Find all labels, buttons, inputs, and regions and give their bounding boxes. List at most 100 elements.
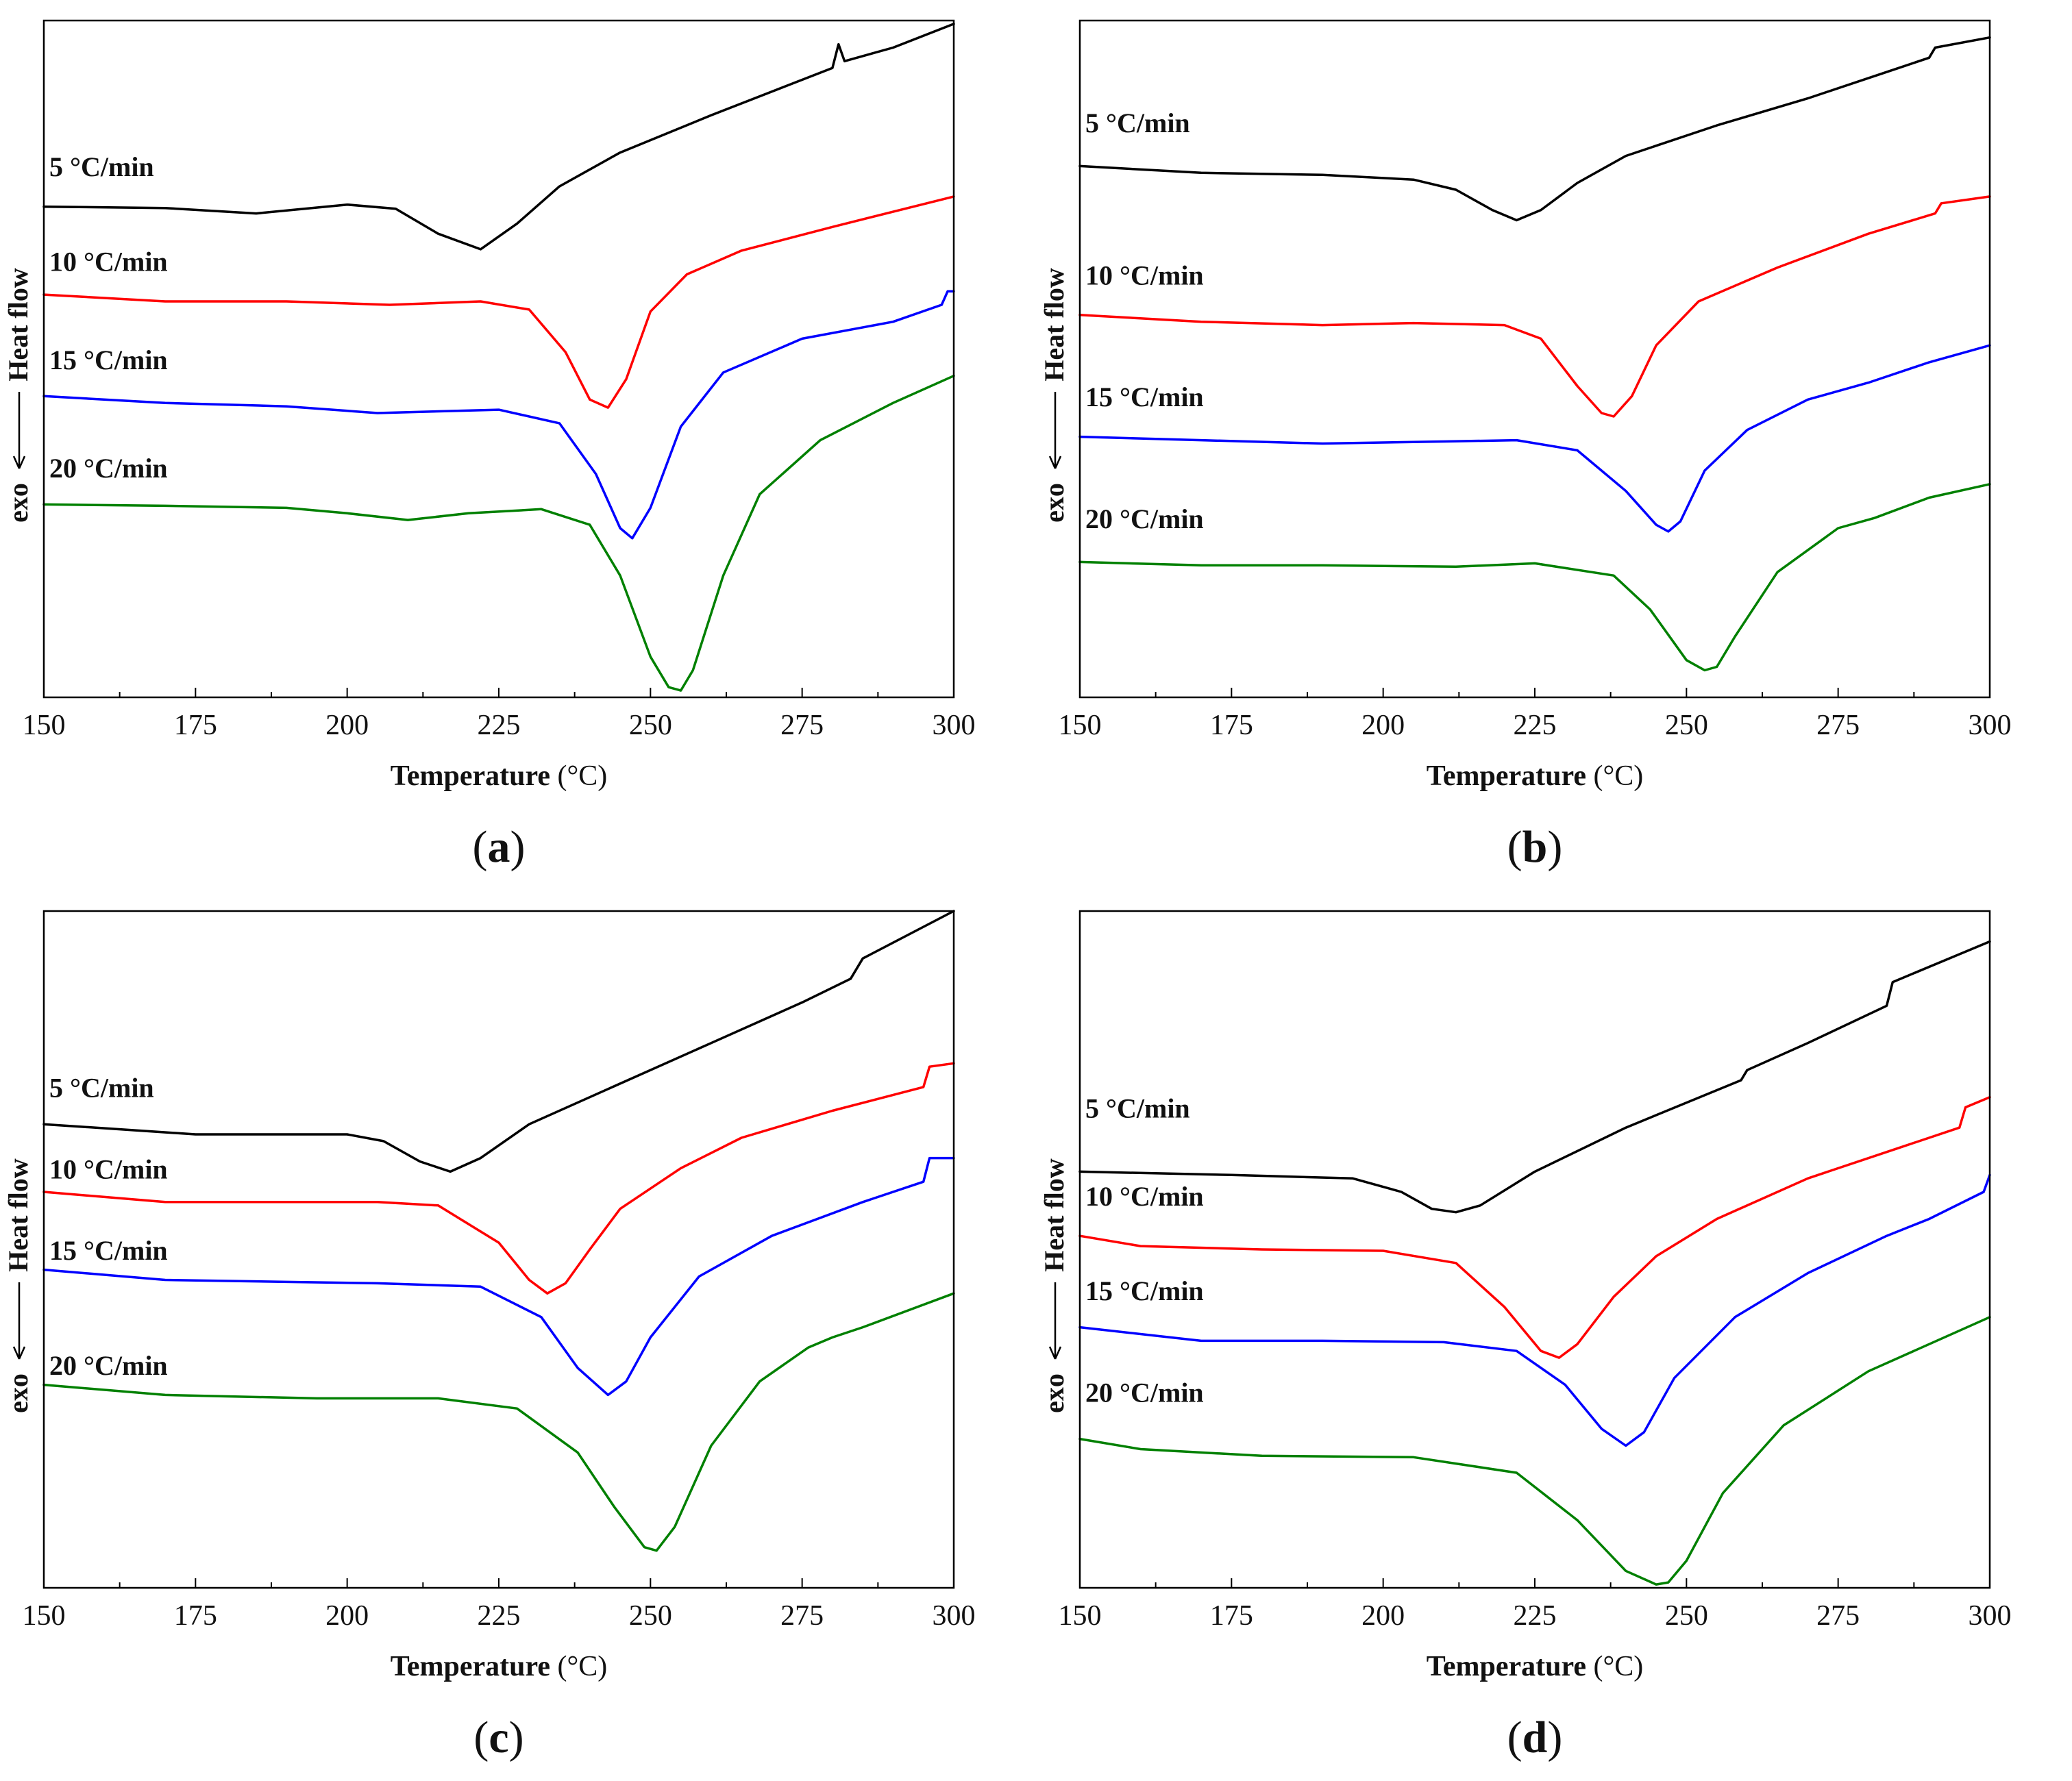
x-tick-label: 200: [1361, 1600, 1405, 1632]
series-line-0: [1078, 36, 1991, 222]
x-axis-title: Temperature (°C): [1427, 760, 1644, 792]
x-tick-label: 275: [780, 710, 824, 741]
series-label-3: 20 °C/min: [1085, 1377, 1204, 1408]
x-tick-label: 225: [478, 1600, 521, 1632]
y-axis-heat-flow-label: Heat flow: [1039, 268, 1070, 382]
series-line-3: [1078, 483, 1991, 672]
y-axis-exo-label: exo: [1039, 483, 1070, 523]
y-axis-arrow-icon: [12, 1282, 26, 1360]
series-label-0: 5 °C/min: [49, 1073, 154, 1104]
chart-svg: 5 °C/min 10 °C/min 15 °C/min 20 °C/min 150 17…: [3, 19, 976, 872]
x-tick-label: 200: [325, 1600, 369, 1632]
x-tick-label: 250: [1665, 710, 1708, 741]
chart-panel-d: 5 °C/min 10 °C/min 15 °C/min 20 °C/min 150 17…: [1036, 891, 2072, 1781]
series-line-2: [42, 290, 955, 540]
x-tick-label: 175: [1210, 710, 1253, 741]
series-label-0: 5 °C/min: [1085, 108, 1190, 138]
x-axis-title-text: Temperature: [391, 1651, 550, 1682]
caption-close-paren: ): [1547, 822, 1562, 872]
chart-svg: 5 °C/min 10 °C/min 15 °C/min 20 °C/min 150 17…: [1039, 910, 2012, 1763]
series-label-1: 10 °C/min: [49, 1154, 168, 1184]
series-line-0: [1078, 940, 1991, 1214]
x-tick-label: 300: [1969, 710, 2012, 741]
x-tick-label: 225: [1514, 1600, 1557, 1632]
x-tick-label: 275: [780, 1600, 824, 1632]
x-axis-title-text: Temperature: [391, 760, 550, 792]
y-axis-arrow-icon: [1048, 1282, 1062, 1360]
x-tick-label: 150: [23, 1600, 66, 1632]
series-line-2: [1078, 1173, 1991, 1447]
x-tick-label: 275: [1816, 1600, 1860, 1632]
x-axis-title-text: Temperature: [1427, 760, 1586, 792]
x-tick-label: 300: [1969, 1600, 2012, 1632]
series-label-2: 15 °C/min: [1085, 382, 1204, 412]
caption-open-paren: (: [473, 1713, 489, 1763]
series-line-0: [42, 910, 955, 1173]
x-tick-label: 250: [629, 710, 672, 741]
y-axis-label: exo Heat flow: [1039, 1158, 1070, 1413]
x-tick-label: 200: [1361, 710, 1405, 741]
panel-caption: (b): [1507, 822, 1563, 872]
series-line-1: [1078, 1095, 1991, 1359]
caption-close-paren: ): [1547, 1713, 1562, 1763]
series-label-2: 15 °C/min: [49, 1235, 168, 1266]
plot-frame: [42, 910, 955, 1589]
y-axis-exo-label: exo: [3, 483, 34, 523]
series-line-1: [42, 1062, 955, 1295]
series-label-0: 5 °C/min: [49, 151, 154, 182]
plot-frame: [42, 19, 955, 699]
x-axis-unit: (°C): [550, 760, 607, 792]
x-tick-label: 150: [23, 710, 66, 741]
x-tick-label: 175: [174, 1600, 217, 1632]
series-label-1: 10 °C/min: [1085, 260, 1204, 290]
x-tick-label: 225: [1514, 710, 1557, 741]
x-tick-label: 150: [1059, 710, 1102, 741]
series-label-3: 20 °C/min: [49, 453, 168, 484]
series-line-3: [1078, 1316, 1991, 1586]
caption-letter: b: [1522, 822, 1548, 872]
y-axis-heat-flow-label: Heat flow: [3, 268, 34, 382]
series-label-1: 10 °C/min: [49, 247, 168, 277]
panel-caption: (d): [1507, 1713, 1563, 1763]
x-axis-title: Temperature (°C): [391, 1651, 608, 1682]
panel-caption: (c): [473, 1713, 523, 1763]
series-line-2: [42, 1156, 955, 1397]
series-label-2: 15 °C/min: [1085, 1275, 1204, 1306]
caption-letter: c: [489, 1713, 508, 1763]
y-axis-arrow-icon: [1048, 392, 1062, 469]
x-tick-label: 200: [325, 710, 369, 741]
x-axis-unit: (°C): [1586, 760, 1643, 792]
x-tick-label: 150: [1059, 1600, 1102, 1632]
y-axis-label: exo Heat flow: [1039, 268, 1070, 523]
chart-panel-c: 5 °C/min 10 °C/min 15 °C/min 20 °C/min 150 17…: [0, 891, 1036, 1781]
series-line-2: [1078, 344, 1991, 533]
x-tick-label: 250: [1665, 1600, 1708, 1632]
caption-open-paren: (: [1507, 1713, 1522, 1763]
x-tick-label: 175: [174, 710, 217, 741]
caption-open-paren: (: [473, 822, 488, 872]
series-line-3: [42, 1292, 955, 1552]
x-axis-unit: (°C): [1586, 1651, 1643, 1682]
caption-close-paren: ): [509, 1713, 524, 1763]
x-axis-unit: (°C): [550, 1651, 607, 1682]
y-axis-arrow-icon: [12, 392, 26, 469]
series-line-1: [1078, 195, 1991, 418]
chart-svg: 5 °C/min 10 °C/min 15 °C/min 20 °C/min 150 17…: [1039, 19, 2012, 872]
chart-panel-a: 5 °C/min 10 °C/min 15 °C/min 20 °C/min 150 17…: [0, 0, 1036, 891]
series-line-0: [42, 23, 955, 251]
y-axis-heat-flow-label: Heat flow: [3, 1158, 34, 1272]
series-label-0: 5 °C/min: [1085, 1093, 1190, 1123]
x-axis-title: Temperature (°C): [391, 760, 608, 792]
x-tick-label: 300: [933, 710, 976, 741]
x-tick-label: 225: [478, 710, 521, 741]
caption-close-paren: ): [510, 822, 526, 872]
x-tick-label: 300: [933, 1600, 976, 1632]
series-line-1: [42, 195, 955, 409]
x-tick-label: 275: [1816, 710, 1860, 741]
x-tick-label: 250: [629, 1600, 672, 1632]
caption-letter: d: [1522, 1713, 1548, 1763]
caption-open-paren: (: [1507, 822, 1522, 872]
plot-frame: [1078, 19, 1991, 699]
chart-svg: 5 °C/min 10 °C/min 15 °C/min 20 °C/min 150 17…: [3, 910, 976, 1763]
